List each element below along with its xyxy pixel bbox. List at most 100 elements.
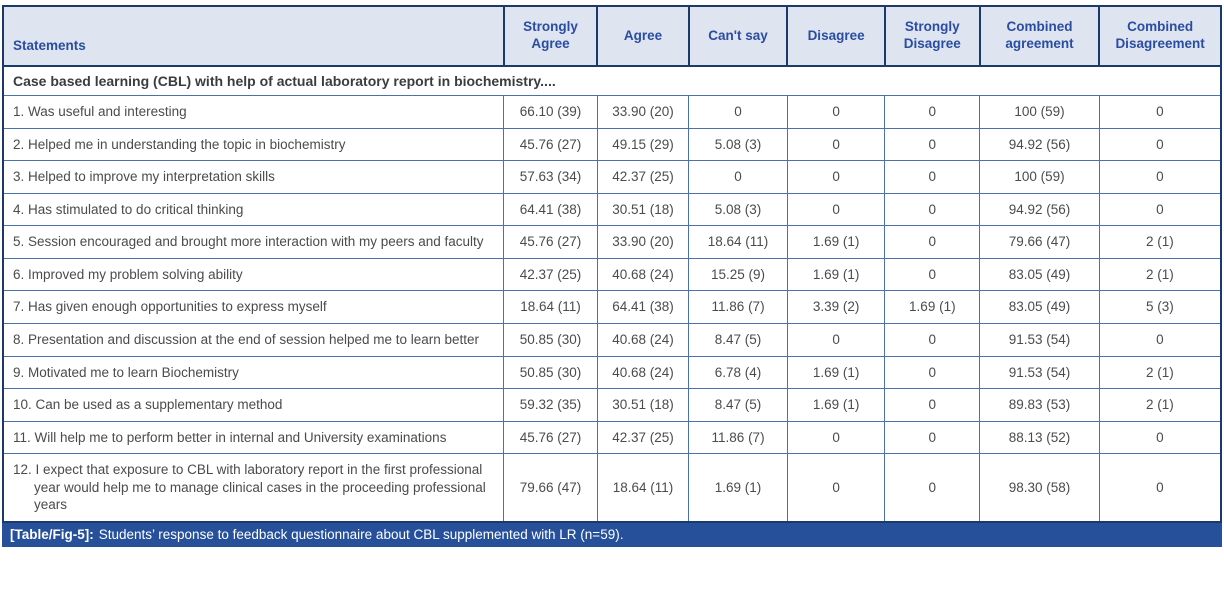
value-cell: 42.37 (25) [503, 257, 598, 292]
value-cell: 50.85 (30) [503, 323, 598, 357]
value-cell: 42.37 (25) [596, 420, 690, 455]
value-cell: 6.78 (4) [688, 355, 788, 390]
feedback-results-table: Statements Strongly Agree Agree Can't sa… [2, 5, 1222, 523]
value-cell: 30.51 (18) [596, 388, 690, 422]
value-cell: 0 [688, 95, 788, 129]
column-header-strongly-disagree: Strongly Disagree [883, 5, 981, 67]
value-cell: 45.76 (27) [503, 127, 598, 162]
table-row: 8. Presentation and discussion at the en… [2, 323, 1222, 357]
value-cell: 1.69 (1) [688, 453, 788, 523]
column-header-combined-agreement: Combined agreement [978, 5, 1101, 67]
value-cell: 8.47 (5) [688, 388, 788, 422]
value-cell: 0 [786, 127, 886, 162]
statement-cell: 5. Session encouraged and brought more i… [2, 225, 505, 259]
value-cell: 0 [884, 257, 981, 292]
table-row: 12. I expect that exposure to CBL with l… [2, 453, 1222, 523]
value-cell: 40.68 (24) [596, 323, 690, 357]
statement-cell: 12. I expect that exposure to CBL with l… [2, 453, 505, 523]
value-cell: 0 [1098, 323, 1222, 357]
value-cell: 64.41 (38) [503, 192, 598, 227]
value-cell: 45.76 (27) [503, 225, 598, 259]
statement-cell: 8. Presentation and discussion at the en… [2, 323, 505, 357]
value-cell: 0 [884, 192, 981, 227]
value-cell: 0 [884, 95, 981, 129]
statement-cell: 6. Improved my problem solving ability [2, 257, 505, 292]
value-cell: 1.69 (1) [786, 225, 886, 259]
table-row: 2. Helped me in understanding the topic … [2, 127, 1222, 162]
table-row: 7. Has given enough opportunities to exp… [2, 290, 1222, 325]
value-cell: 45.76 (27) [503, 420, 598, 455]
value-cell: 0 [884, 127, 981, 162]
value-cell: 0 [884, 388, 981, 422]
table-row: 1. Was useful and interesting 66.10 (39)… [2, 95, 1222, 129]
value-cell: 100 (59) [979, 160, 1100, 194]
value-cell: 2 (1) [1098, 225, 1222, 259]
header-row: Statements Strongly Agree Agree Can't sa… [2, 5, 1222, 67]
value-cell: 30.51 (18) [596, 192, 690, 227]
table-row: 11. Will help me to perform better in in… [2, 420, 1222, 455]
value-cell: 100 (59) [979, 95, 1100, 129]
value-cell: 1.69 (1) [884, 290, 981, 325]
value-cell: 5.08 (3) [688, 192, 788, 227]
section-header: Case based learning (CBL) with help of a… [2, 65, 1222, 97]
value-cell: 79.66 (47) [503, 453, 598, 523]
value-cell: 0 [1098, 192, 1222, 227]
column-header-combined-disagreement: Combined Disagreement [1098, 5, 1222, 67]
value-cell: 3.39 (2) [786, 290, 886, 325]
value-cell: 0 [884, 323, 981, 357]
value-cell: 18.64 (11) [688, 225, 788, 259]
value-cell: 15.25 (9) [688, 257, 788, 292]
value-cell: 0 [1098, 420, 1222, 455]
value-cell: 0 [786, 95, 886, 129]
value-cell: 5.08 (3) [688, 127, 788, 162]
value-cell: 33.90 (20) [596, 95, 690, 129]
value-cell: 49.15 (29) [596, 127, 690, 162]
value-cell: 94.92 (56) [979, 192, 1100, 227]
value-cell: 5 (3) [1098, 290, 1222, 325]
value-cell: 0 [884, 420, 981, 455]
value-cell: 0 [688, 160, 788, 194]
value-cell: 50.85 (30) [503, 355, 598, 390]
column-header-agree: Agree [596, 5, 690, 67]
value-cell: 11.86 (7) [688, 290, 788, 325]
value-cell: 0 [1098, 95, 1222, 129]
statement-cell: 2. Helped me in understanding the topic … [2, 127, 505, 162]
statement-cell: 9. Motivated me to learn Biochemistry [2, 355, 505, 390]
statement-cell: 3. Helped to improve my interpretation s… [2, 160, 505, 194]
value-cell: 83.05 (49) [979, 257, 1100, 292]
value-cell: 11.86 (7) [688, 420, 788, 455]
value-cell: 0 [786, 420, 886, 455]
value-cell: 0 [1098, 453, 1222, 523]
value-cell: 0 [884, 225, 981, 259]
table-row: 4. Has stimulated to do critical thinkin… [2, 192, 1222, 227]
value-cell: 18.64 (11) [503, 290, 598, 325]
value-cell: 33.90 (20) [596, 225, 690, 259]
value-cell: 79.66 (47) [979, 225, 1100, 259]
statement-cell: 1. Was useful and interesting [2, 95, 505, 129]
value-cell: 2 (1) [1098, 388, 1222, 422]
value-cell: 0 [884, 160, 981, 194]
value-cell: 40.68 (24) [596, 257, 690, 292]
value-cell: 40.68 (24) [596, 355, 690, 390]
value-cell: 59.32 (35) [503, 388, 598, 422]
value-cell: 1.69 (1) [786, 355, 886, 390]
value-cell: 91.53 (54) [979, 323, 1100, 357]
table-row: 5. Session encouraged and brought more i… [2, 225, 1222, 259]
column-header-statements: Statements [2, 5, 505, 67]
value-cell: 0 [1098, 127, 1222, 162]
value-cell: 1.69 (1) [786, 257, 886, 292]
value-cell: 83.05 (49) [979, 290, 1100, 325]
value-cell: 89.83 (53) [979, 388, 1100, 422]
table-row: 10. Can be used as a supplementary metho… [2, 388, 1222, 422]
table-row: 9. Motivated me to learn Biochemistry 50… [2, 355, 1222, 390]
value-cell: 0 [786, 160, 886, 194]
value-cell: 2 (1) [1098, 257, 1222, 292]
value-cell: 18.64 (11) [596, 453, 690, 523]
value-cell: 8.47 (5) [688, 323, 788, 357]
value-cell: 0 [786, 323, 886, 357]
column-header-strongly-agree: Strongly Agree [502, 5, 599, 67]
value-cell: 98.30 (58) [979, 453, 1100, 523]
column-header-cant-say: Can't say [687, 5, 789, 67]
caption-text: Students’ response to feedback questionn… [98, 527, 624, 543]
